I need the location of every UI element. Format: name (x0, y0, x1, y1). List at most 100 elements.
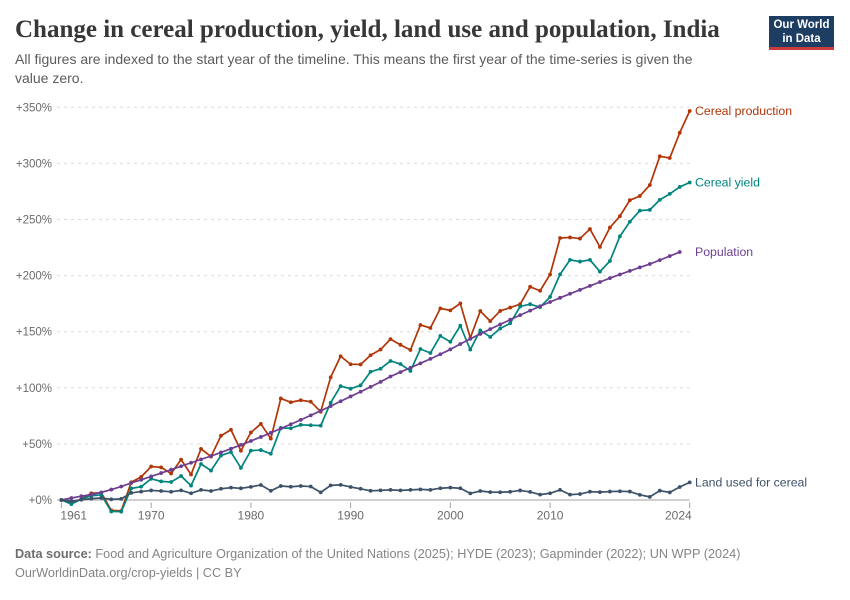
data-point (478, 309, 483, 313)
data-point (159, 479, 164, 484)
data-point (637, 208, 642, 213)
series-label-population[interactable]: Population (695, 245, 753, 259)
data-point (528, 308, 533, 313)
data-point (358, 383, 363, 388)
series-label-land-used-for-cereal[interactable]: Land used for cereal (695, 476, 807, 490)
data-point (468, 347, 473, 352)
chart-footer: Data source: Food and Agriculture Organi… (15, 545, 740, 582)
data-point (508, 317, 513, 322)
data-point (179, 488, 183, 493)
data-point (229, 446, 233, 451)
data-point (258, 448, 263, 452)
data-point (558, 488, 562, 492)
data-point (548, 272, 552, 277)
data-point (667, 192, 672, 196)
data-point (598, 280, 602, 284)
data-point (229, 427, 233, 432)
data-point (179, 474, 183, 478)
data-point (428, 351, 433, 355)
data-point (398, 370, 403, 374)
data-point (657, 488, 662, 493)
data-source-text: Food and Agriculture Organization of the… (91, 547, 741, 561)
chart-subtitle: All figures are indexed to the start yea… (15, 51, 693, 86)
data-point (627, 489, 632, 494)
data-point (677, 250, 682, 254)
data-point (637, 265, 642, 270)
data-point (548, 300, 552, 304)
data-point (588, 257, 592, 262)
data-point (179, 457, 183, 462)
data-point (408, 488, 413, 492)
data-point (268, 451, 273, 456)
data-point (119, 496, 124, 501)
data-point (558, 236, 562, 240)
data-point (278, 426, 283, 431)
data-point (478, 328, 483, 333)
x-axis-label-2010: 2010 (537, 509, 564, 523)
data-point (438, 306, 443, 311)
data-point (358, 362, 363, 367)
series-label-cereal-yield[interactable]: Cereal yield (695, 176, 760, 190)
data-point (488, 327, 493, 332)
data-point (239, 443, 243, 447)
data-point (378, 488, 383, 493)
data-point (368, 369, 373, 374)
data-source-label: Data source: (15, 547, 92, 561)
data-point (288, 400, 293, 405)
data-point (608, 489, 612, 494)
data-point (657, 197, 662, 202)
data-point (298, 398, 303, 403)
data-point (647, 262, 652, 266)
data-point (139, 474, 144, 479)
data-point (268, 488, 273, 493)
data-point (209, 454, 213, 458)
data-point (199, 462, 203, 466)
data-point (79, 497, 84, 502)
data-point (169, 471, 174, 476)
data-point (647, 494, 652, 499)
data-point (159, 489, 164, 493)
data-point (248, 439, 253, 443)
data-point (368, 488, 373, 493)
data-point (298, 422, 303, 427)
y-axis-label-150: +150% (16, 327, 52, 339)
data-point (438, 486, 443, 491)
series-cereal-production: Cereal production (59, 104, 792, 513)
data-point (428, 326, 433, 330)
data-point (418, 347, 423, 351)
data-point (598, 269, 602, 274)
data-point (568, 492, 572, 497)
data-point (209, 489, 213, 493)
data-point (598, 245, 602, 249)
data-point (268, 430, 273, 435)
data-point (149, 464, 154, 469)
data-point (508, 305, 513, 310)
data-source-line: Data source: Food and Agriculture Organi… (15, 545, 740, 564)
series-line-cereal-yield (60, 181, 691, 513)
data-point (258, 435, 263, 439)
data-point (248, 430, 253, 435)
data-point (687, 109, 692, 113)
data-point (288, 484, 293, 489)
data-point (548, 491, 552, 496)
data-point (418, 323, 423, 327)
series-line-population (60, 251, 681, 501)
data-point (647, 207, 652, 212)
series-label-cereal-production[interactable]: Cereal production (695, 104, 792, 118)
data-point (498, 490, 503, 495)
owid-logo[interactable]: Our World in Data (769, 16, 834, 50)
series-cereal-yield: Cereal yield (59, 176, 760, 514)
data-point (169, 489, 174, 494)
data-point (588, 284, 592, 288)
data-point (288, 422, 293, 427)
data-point (338, 384, 343, 389)
citation-line[interactable]: OurWorldinData.org/crop-yields | CC BY (15, 565, 242, 580)
data-point (518, 304, 523, 309)
x-axis-label-2000: 2000 (437, 509, 464, 523)
data-point (388, 488, 393, 492)
data-point (667, 156, 672, 160)
data-point (229, 450, 233, 454)
data-point (478, 489, 483, 493)
data-point (278, 484, 283, 488)
